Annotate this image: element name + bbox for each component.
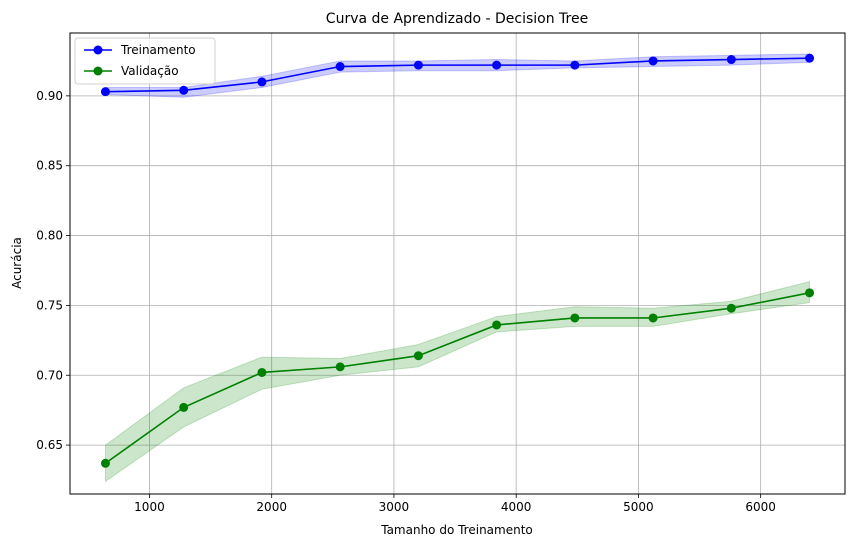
data-point bbox=[335, 62, 345, 72]
legend-label-1: Validação bbox=[121, 64, 179, 78]
plot-area-frame bbox=[69, 32, 846, 495]
x-tick-label: 1000 bbox=[134, 500, 165, 514]
data-point bbox=[100, 87, 110, 97]
grid-lines bbox=[70, 33, 845, 494]
chart-title: Curva de Aprendizado - Decision Tree bbox=[326, 11, 588, 27]
x-tick-label: 4000 bbox=[501, 500, 532, 514]
y-axis-label: Acurácia bbox=[10, 237, 24, 289]
legend: Treinamento Validação bbox=[74, 37, 216, 85]
series-lines bbox=[104, 57, 810, 464]
data-point bbox=[179, 402, 189, 412]
series-line-0 bbox=[105, 57, 810, 93]
data-point bbox=[257, 367, 267, 377]
series-points bbox=[100, 53, 815, 468]
data-point bbox=[492, 60, 502, 70]
y-tick-label: 0.85 bbox=[36, 159, 63, 173]
data-point bbox=[726, 303, 736, 313]
legend-marker-0 bbox=[93, 45, 103, 55]
data-point bbox=[335, 362, 345, 372]
legend-marker-1 bbox=[93, 66, 103, 76]
data-point bbox=[648, 56, 658, 66]
y-tick-label: 0.80 bbox=[36, 229, 63, 243]
data-point bbox=[413, 60, 423, 70]
data-point bbox=[492, 320, 502, 330]
data-point bbox=[257, 77, 267, 87]
axis-ticks: 1000 2000 3000 4000 5000 6000 0.65 0.70 0.75 0.80… bbox=[36, 89, 776, 514]
confidence-band-1 bbox=[104, 281, 811, 483]
y-tick-label: 0.70 bbox=[36, 368, 63, 382]
x-tick-label: 3000 bbox=[379, 500, 410, 514]
x-tick-label: 2000 bbox=[256, 500, 287, 514]
x-axis-label: Tamanho do Treinamento bbox=[380, 523, 533, 537]
data-point bbox=[413, 351, 423, 361]
data-point bbox=[805, 288, 815, 298]
data-point bbox=[805, 53, 815, 63]
legend-label-0: Treinamento bbox=[120, 43, 196, 57]
data-point bbox=[179, 85, 189, 95]
series-line-1 bbox=[104, 292, 810, 464]
data-point bbox=[570, 313, 580, 323]
confidence-bands bbox=[104, 53, 811, 483]
data-point bbox=[726, 55, 736, 65]
y-tick-label: 0.65 bbox=[36, 438, 63, 452]
y-tick-label: 0.75 bbox=[36, 298, 63, 312]
data-point bbox=[648, 313, 658, 323]
data-point bbox=[100, 458, 110, 468]
y-tick-label: 0.90 bbox=[36, 89, 63, 103]
x-tick-label: 6000 bbox=[745, 500, 776, 514]
data-point bbox=[570, 60, 580, 70]
x-tick-label: 5000 bbox=[623, 500, 654, 514]
